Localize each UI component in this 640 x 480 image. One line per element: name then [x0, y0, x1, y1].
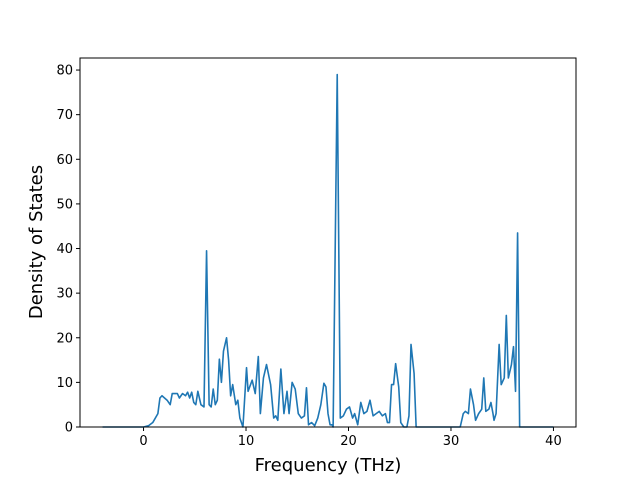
x-tick-label: 0	[139, 434, 147, 449]
x-tick-label: 10	[238, 434, 255, 449]
y-tick-label: 80	[56, 64, 73, 79]
y-axis-label: Density of States	[26, 165, 47, 319]
x-tick-label: 30	[443, 434, 460, 449]
y-tick-label: 50	[56, 197, 73, 212]
y-tick-label: 40	[56, 242, 73, 257]
y-tick-label: 0	[65, 421, 73, 436]
y-tick-label: 60	[56, 153, 73, 168]
plot-frame	[79, 57, 577, 428]
y-tick-label: 20	[56, 331, 73, 346]
y-tick-label: 70	[56, 108, 73, 123]
x-tick-label: 40	[545, 434, 562, 449]
x-tick-label: 20	[340, 434, 357, 449]
y-tick-label: 30	[56, 287, 73, 302]
dos-line	[102, 73, 554, 428]
x-axis-label: Frequency (THz)	[255, 455, 402, 476]
y-tick-label: 10	[56, 376, 73, 391]
